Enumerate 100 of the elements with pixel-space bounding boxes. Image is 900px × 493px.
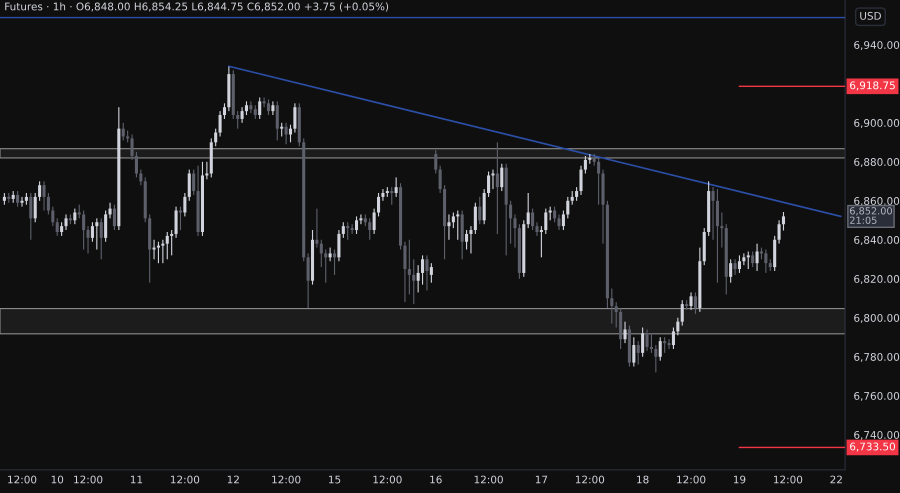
candlestick	[368, 218, 372, 240]
candlestick	[284, 122, 288, 145]
y-tick-label: 6,880.00	[854, 158, 900, 167]
candlestick	[376, 192, 380, 217]
y-tick-label: 6,940.00	[854, 41, 900, 50]
candlestick	[68, 214, 72, 225]
candlestick	[16, 190, 20, 208]
candlestick	[738, 254, 742, 274]
candlestick	[139, 169, 142, 186]
candlestick	[526, 192, 530, 229]
candlestick	[421, 254, 424, 286]
candlestick	[324, 248, 328, 284]
x-tick-label: 12:00	[576, 476, 604, 484]
candlestick	[592, 153, 596, 166]
candlestick	[46, 192, 50, 215]
candlestick	[64, 214, 68, 231]
candlestick	[328, 247, 332, 262]
candlestick	[447, 214, 450, 240]
candlestick	[425, 254, 428, 292]
candlestick	[359, 214, 362, 225]
candlestick	[478, 196, 482, 225]
candlestick	[271, 100, 274, 116]
candlestick	[166, 231, 169, 260]
candlestick	[690, 292, 693, 311]
x-tick-label: 17	[536, 476, 548, 484]
candlestick	[192, 169, 196, 196]
candlestick	[452, 212, 455, 229]
candlestick	[386, 186, 389, 198]
text: 6,852.00 21:05	[850, 207, 892, 224]
y-tick-label: 6,820.00	[854, 275, 900, 284]
candlestick	[293, 102, 296, 134]
y-axis-title: USD	[860, 12, 881, 20]
candlestick	[240, 106, 244, 124]
candlestick	[2, 192, 6, 206]
candlestick	[438, 165, 442, 194]
candlestick	[531, 208, 534, 231]
candlestick	[337, 229, 340, 262]
candlestick	[86, 226, 90, 254]
candlestick	[575, 186, 578, 202]
candlestick	[676, 317, 680, 336]
candlestick	[751, 250, 754, 268]
candlestick	[408, 239, 411, 295]
y-tick-label: 6,800.00	[854, 314, 900, 323]
candlestick	[434, 150, 438, 174]
candlestick	[174, 206, 178, 238]
candlestick	[7, 192, 10, 204]
candlestick	[152, 239, 156, 260]
x-tick-label: 15	[329, 476, 340, 484]
candlestick	[746, 250, 750, 270]
candlestick	[51, 206, 54, 227]
candlestick	[350, 224, 354, 234]
x-tick-label: 12:00	[474, 476, 503, 484]
candlestick	[570, 190, 574, 206]
chart-title: Futures · 1h · O6,848.00 H6,854.25 L6,844.75 C6,852.00 +3.75 (+0.05%)	[5, 2, 388, 12]
candlestick	[588, 153, 592, 164]
candlestick	[170, 229, 174, 256]
candlestick	[214, 128, 218, 147]
x-tick-label: 12:00	[171, 476, 200, 484]
candlestick	[60, 222, 64, 236]
candlestick	[254, 104, 257, 120]
candlestick	[34, 192, 37, 223]
x-tick-label: 16	[430, 476, 442, 484]
candlestick	[342, 222, 345, 238]
candlestick	[474, 202, 477, 234]
candlestick	[663, 336, 666, 354]
candlestick	[78, 204, 81, 219]
y-tick-label: 6,740.00	[854, 430, 900, 440]
candlestick	[430, 262, 433, 284]
candlestick	[134, 152, 138, 178]
candlestick	[332, 248, 336, 276]
candlestick	[500, 163, 504, 192]
candlestick	[161, 239, 164, 264]
candlestick	[557, 214, 561, 231]
candlestick	[778, 220, 781, 244]
candlestick	[56, 218, 59, 236]
candlestick	[90, 222, 94, 242]
candlestick	[412, 258, 416, 305]
candlestick	[156, 241, 160, 264]
x-tick-label: 12:00	[373, 476, 402, 484]
candlestick	[623, 321, 627, 344]
candlestick	[390, 186, 394, 206]
candlestick	[24, 192, 28, 206]
candlestick	[108, 202, 112, 219]
candlestick	[685, 300, 688, 311]
candlestick	[579, 165, 583, 196]
candlestick	[632, 336, 636, 368]
candlestick	[126, 130, 130, 143]
candlestick	[694, 292, 697, 314]
ref-line-label: 6,918.75	[850, 81, 895, 90]
candlestick	[258, 96, 262, 120]
candlestick	[650, 332, 653, 354]
x-tick-label: 11	[130, 476, 142, 484]
candlestick	[562, 210, 565, 231]
candlestick	[104, 210, 108, 242]
candlestick	[614, 302, 618, 328]
candlestick	[654, 344, 658, 373]
candlestick	[756, 243, 759, 272]
candlestick	[381, 188, 384, 202]
candlestick	[491, 169, 495, 190]
candlestick	[122, 122, 125, 141]
